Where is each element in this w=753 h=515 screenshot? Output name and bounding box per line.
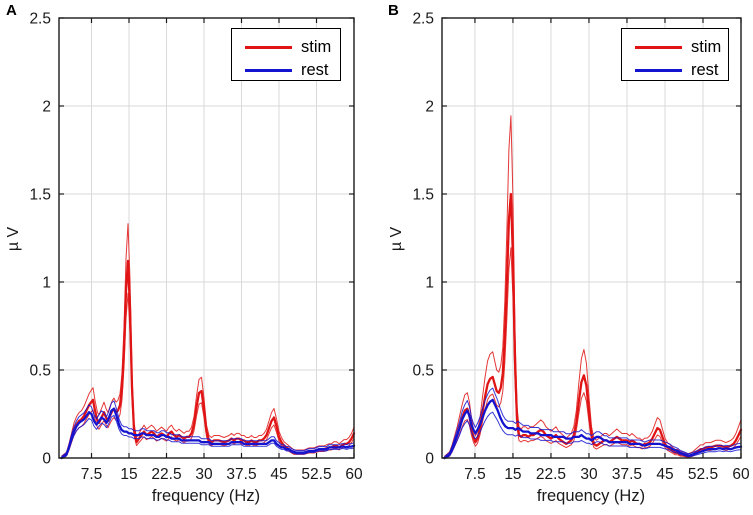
y-tick-label: 2 bbox=[425, 99, 434, 116]
rest-mean-line bbox=[443, 398, 743, 460]
x-tick-label: 15 bbox=[504, 466, 521, 483]
x-tick-label: 52.5 bbox=[688, 466, 718, 483]
panel-a-xlabel: frequency (Hz) bbox=[151, 487, 261, 505]
axes-box bbox=[441, 17, 742, 459]
x-tick-label: 52.5 bbox=[301, 466, 331, 483]
legend-label-stim: stim bbox=[301, 38, 332, 57]
x-tick-label: 22.5 bbox=[151, 466, 181, 483]
rest-bound-line bbox=[61, 414, 355, 459]
legend-entry-stim: stim bbox=[232, 36, 340, 59]
y-tick-label: 0 bbox=[425, 451, 434, 468]
x-tick-label: 37.5 bbox=[612, 466, 642, 483]
legend-entry-stim: stim bbox=[622, 36, 728, 59]
rest-bound-line bbox=[444, 387, 742, 457]
y-tick-label: 1.5 bbox=[412, 187, 434, 204]
panel-a-label: A bbox=[6, 2, 17, 19]
y-tick-label: 1 bbox=[42, 275, 51, 292]
stim-mean-line bbox=[443, 192, 743, 460]
legend-entry-rest: rest bbox=[622, 59, 728, 82]
rest-mean-line bbox=[60, 407, 356, 460]
panel-b-ylabel: µ V bbox=[388, 226, 405, 252]
rest-bound-line bbox=[61, 400, 355, 457]
x-tick-label: 37.5 bbox=[226, 466, 256, 483]
x-tick-label: 45 bbox=[270, 466, 287, 483]
x-tick-label: 60 bbox=[345, 466, 363, 483]
axes-box bbox=[58, 17, 355, 459]
y-tick-label: 0.5 bbox=[29, 363, 51, 380]
legend-label-rest: rest bbox=[301, 61, 329, 80]
y-tick-label: 0.5 bbox=[412, 363, 434, 380]
y-tick-label: 2.5 bbox=[29, 11, 51, 28]
stim-line-swatch bbox=[245, 46, 292, 49]
x-tick-label: 15 bbox=[120, 466, 137, 483]
x-tick-label: 7.5 bbox=[464, 466, 486, 483]
y-tick-label: 2.5 bbox=[412, 11, 434, 28]
x-tick-label: 45 bbox=[656, 466, 673, 483]
y-tick-label: 1.5 bbox=[29, 187, 51, 204]
rest-line-swatch bbox=[635, 69, 682, 72]
panel-a-legend: stim rest bbox=[231, 28, 341, 81]
rest-bound-line bbox=[444, 411, 742, 459]
stim-bound-line bbox=[61, 223, 355, 457]
x-tick-label: 30 bbox=[195, 466, 213, 483]
panel-b-label: B bbox=[388, 2, 399, 19]
x-tick-label: 60 bbox=[732, 466, 750, 483]
y-tick-label: 0 bbox=[42, 451, 51, 468]
legend-entry-rest: rest bbox=[232, 59, 340, 82]
panel-a-ylabel: µ V bbox=[5, 226, 22, 252]
stim-bound-line bbox=[444, 247, 742, 459]
x-tick-label: 30 bbox=[580, 466, 598, 483]
panel-b-xlabel: frequency (Hz) bbox=[536, 487, 646, 505]
legend-label-rest: rest bbox=[691, 61, 719, 80]
y-tick-label: 2 bbox=[42, 99, 51, 116]
y-tick-label: 1 bbox=[425, 275, 434, 292]
rest-line-swatch bbox=[245, 69, 292, 72]
x-tick-label: 22.5 bbox=[536, 466, 566, 483]
panel-b-legend: stim rest bbox=[621, 28, 729, 81]
legend-label-stim: stim bbox=[691, 38, 722, 57]
stim-line-swatch bbox=[635, 46, 682, 49]
x-tick-label: 7.5 bbox=[81, 466, 103, 483]
